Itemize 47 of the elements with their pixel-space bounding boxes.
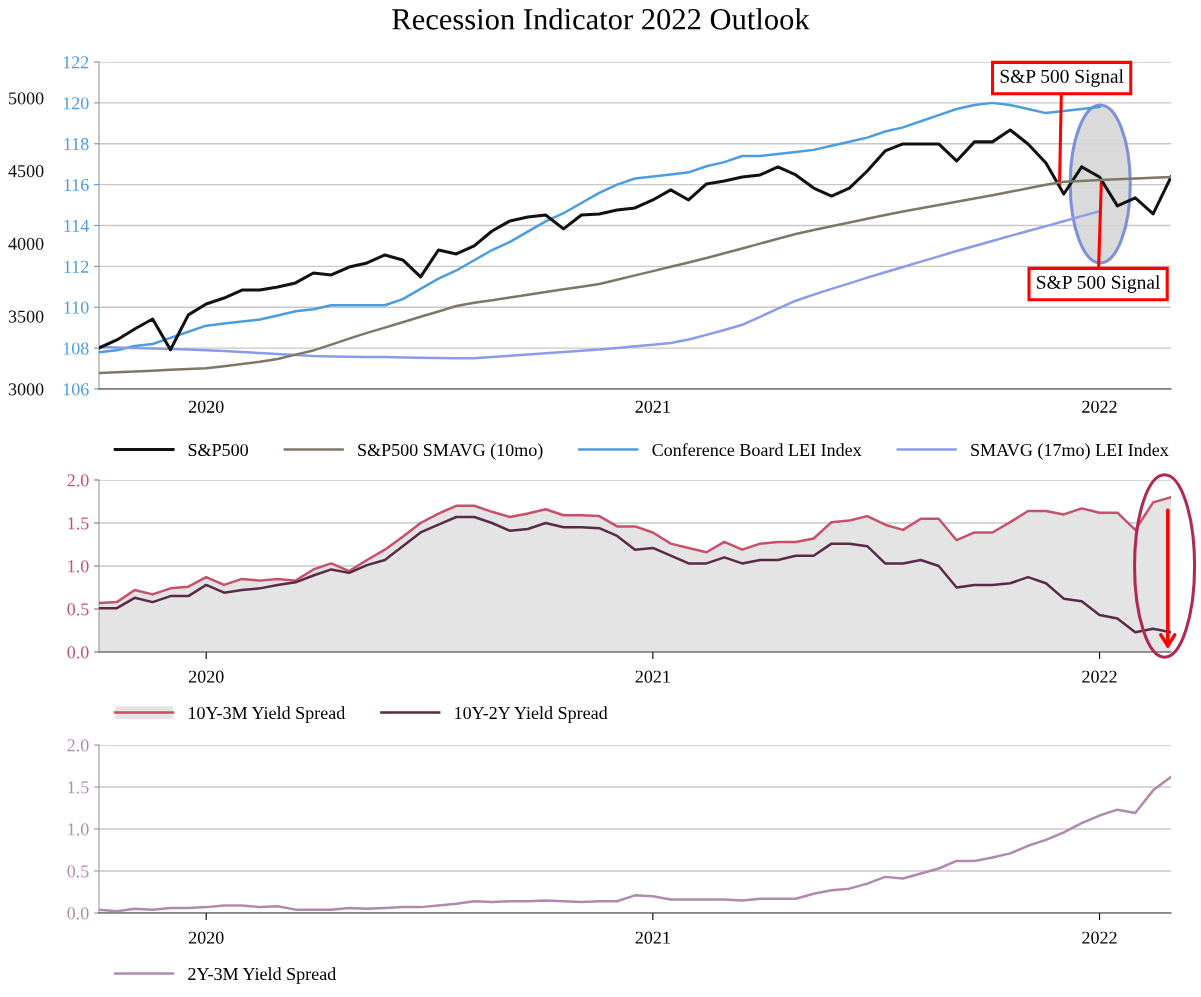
y-tick-label: 0.5: [67, 603, 89, 616]
x-tick-label: 2021: [635, 400, 670, 413]
x-tick-label: 2022: [1082, 670, 1117, 683]
y-tick-label: 106: [63, 383, 89, 396]
legend-label: 10Y-2Y Yield Spread: [455, 706, 608, 723]
y-tick-label: 110: [64, 301, 89, 314]
y-tick-label: 120: [63, 97, 89, 110]
legend-label: SMAVG (17mo) LEI Index: [971, 443, 1169, 460]
x-tick-label: 2021: [635, 670, 670, 683]
y-tick-label: 2.0: [67, 739, 89, 752]
legend-label: Conference Board LEI Index: [652, 443, 862, 457]
y2-tick-label: 3500: [8, 310, 44, 323]
line-series: [99, 775, 1171, 913]
x-tick-label: 2020: [188, 670, 224, 683]
y-tick-label: 2.0: [67, 474, 89, 487]
y-tick-label: 0.0: [67, 646, 89, 659]
y-tick-label: 0.0: [67, 907, 89, 920]
x-tick-label: 2022: [1082, 400, 1117, 413]
y2-tick-label: 4000: [8, 237, 44, 250]
x-tick-label: 2020: [188, 400, 224, 413]
y-tick-label: 1.5: [68, 517, 89, 530]
y-tick-label: 116: [64, 178, 89, 192]
chart-title: Recession Indicator 2022 Outlook: [392, 8, 810, 30]
y-tick-label: 0.5: [67, 865, 89, 878]
y-tick-label: 112: [64, 260, 89, 273]
line-series: [99, 128, 1171, 352]
y-tick-label: 118: [64, 138, 89, 151]
legend-label: 10Y-3M Yield Spread: [189, 706, 346, 723]
y-tick-label: 114: [64, 219, 89, 232]
y-tick-label: 1.0: [68, 823, 89, 836]
line-series: [99, 515, 1171, 634]
legend-label: S&P500 SMAVG (10mo): [358, 443, 543, 460]
y-tick-label: 1.0: [68, 560, 89, 573]
x-tick-label: 2021: [635, 931, 670, 944]
line-series: [99, 175, 1171, 375]
y2-tick-label: 4500: [8, 164, 44, 178]
annotation: S&P 500 Signal: [1037, 275, 1161, 293]
legend-label: 2Y-3M Yield Spread: [188, 967, 337, 984]
y-tick-label: 108: [63, 342, 89, 355]
y2-tick-label: 5000: [9, 92, 44, 105]
annotation: S&P 500 Signal: [1000, 69, 1124, 87]
x-tick-label: 2020: [188, 931, 224, 944]
y-tick-label: 1.5: [68, 781, 89, 794]
legend-label: S&P500: [188, 443, 248, 457]
y2-tick-label: 3000: [8, 383, 44, 396]
y-tick-label: 122: [63, 56, 89, 69]
x-tick-label: 2022: [1082, 931, 1117, 944]
